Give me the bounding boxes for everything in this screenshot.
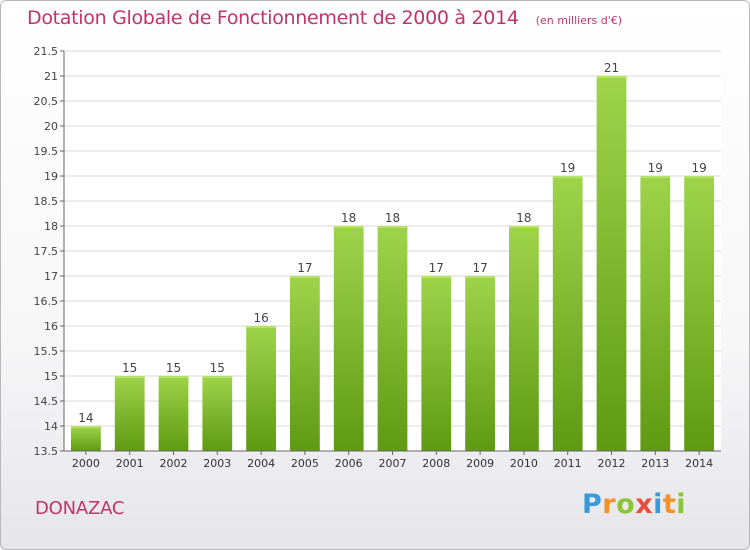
bar-top-edge bbox=[246, 326, 276, 328]
bar bbox=[158, 376, 189, 451]
proxiti-logo: Proxiti bbox=[582, 489, 686, 520]
y-tick-label: 14 bbox=[44, 420, 58, 433]
bar bbox=[290, 276, 320, 451]
y-tick-label: 18 bbox=[44, 220, 58, 233]
x-tick-label: 2004 bbox=[247, 457, 275, 470]
bar-top-edge bbox=[114, 376, 145, 378]
bar-top-edge bbox=[596, 76, 627, 78]
y-tick-label: 15 bbox=[44, 370, 58, 383]
bars: 14 15 15 15 16 17 18 18 17 17 18 19 21 19 19 bbox=[71, 61, 714, 451]
bar-top-edge bbox=[509, 226, 539, 228]
logo-letter: t bbox=[662, 489, 677, 520]
x-tick-label: 2006 bbox=[335, 457, 363, 470]
bar bbox=[509, 226, 539, 451]
bar bbox=[684, 176, 714, 451]
bar bbox=[596, 76, 627, 451]
chart-title: Dotation Globale de Fonctionnement de 20… bbox=[27, 7, 519, 29]
logo-letter: P bbox=[582, 489, 603, 520]
data-label: 21 bbox=[604, 61, 619, 75]
x-tick-label: 2009 bbox=[466, 457, 494, 470]
data-label: 15 bbox=[122, 361, 137, 375]
bar-top-edge bbox=[640, 176, 671, 178]
bar-top-edge bbox=[290, 276, 320, 278]
bar-top-edge bbox=[421, 276, 452, 278]
bar bbox=[202, 376, 233, 451]
x-tick-label: 2005 bbox=[291, 457, 319, 470]
data-label: 19 bbox=[691, 161, 706, 175]
y-tick-label: 17.5 bbox=[34, 245, 59, 258]
x-tick-label: 2014 bbox=[685, 457, 713, 470]
data-label: 16 bbox=[253, 311, 268, 325]
x-tick-label: 2008 bbox=[422, 457, 450, 470]
x-tick-label: 2013 bbox=[641, 457, 669, 470]
y-tick-label: 15.5 bbox=[34, 345, 59, 358]
chart-subtitle: (en milliers d'€) bbox=[535, 14, 623, 27]
y-tick-label: 16 bbox=[44, 320, 58, 333]
data-label: 18 bbox=[516, 211, 531, 225]
logo-letter: o bbox=[616, 489, 636, 520]
x-tick-label: 2003 bbox=[203, 457, 231, 470]
bar bbox=[246, 326, 276, 451]
x-axis: 2000 2001 2002 2003 2004 2005 2006 2007 2008 2009… bbox=[64, 450, 721, 470]
data-label: 15 bbox=[166, 361, 181, 375]
y-tick-label: 16.5 bbox=[34, 295, 59, 308]
y-tick-label: 20 bbox=[44, 120, 58, 133]
bar bbox=[114, 376, 145, 451]
bar-top-edge bbox=[71, 426, 101, 428]
data-label: 18 bbox=[341, 211, 356, 225]
bar bbox=[552, 176, 583, 451]
data-label: 17 bbox=[472, 261, 487, 275]
title-row: Dotation Globale de Fonctionnement de 20… bbox=[27, 7, 622, 29]
x-tick-label: 2000 bbox=[72, 457, 100, 470]
bar-top-edge bbox=[684, 176, 714, 178]
x-tick-label: 2010 bbox=[510, 457, 538, 470]
commune-name: DONAZAC bbox=[35, 498, 125, 519]
x-tick-label: 2002 bbox=[160, 457, 188, 470]
bar bbox=[333, 226, 364, 451]
data-label: 19 bbox=[648, 161, 663, 175]
bar-top-edge bbox=[333, 226, 364, 228]
data-label: 17 bbox=[429, 261, 444, 275]
logo-letter: r bbox=[602, 489, 617, 520]
x-tick-label: 2012 bbox=[598, 457, 626, 470]
bar-top-edge bbox=[202, 376, 233, 378]
bar bbox=[71, 426, 101, 451]
bar-top-edge bbox=[552, 176, 583, 178]
bar-top-edge bbox=[377, 226, 408, 228]
y-tick-label: 19 bbox=[44, 170, 58, 183]
bar bbox=[465, 276, 495, 451]
x-tick-label: 2007 bbox=[379, 457, 407, 470]
bar bbox=[640, 176, 671, 451]
logo-letter: i bbox=[653, 489, 663, 520]
y-tick-label: 13.5 bbox=[34, 445, 59, 458]
data-label: 14 bbox=[78, 411, 93, 425]
y-tick-label: 14.5 bbox=[34, 395, 59, 408]
y-tick-label: 21.5 bbox=[34, 45, 59, 58]
logo-letter: x bbox=[635, 489, 654, 520]
data-label: 15 bbox=[210, 361, 225, 375]
logo-letter: i bbox=[676, 489, 687, 520]
bar-top-edge bbox=[158, 376, 189, 378]
bar bbox=[421, 276, 452, 451]
y-tick-label: 17 bbox=[44, 270, 58, 283]
y-tick-label: 19.5 bbox=[34, 145, 59, 158]
y-tick-label: 18.5 bbox=[34, 195, 59, 208]
x-tick-label: 2001 bbox=[116, 457, 144, 470]
y-tick-label: 20.5 bbox=[34, 95, 59, 108]
data-label: 19 bbox=[560, 161, 575, 175]
x-tick-label: 2011 bbox=[554, 457, 582, 470]
y-tick-label: 21 bbox=[44, 70, 58, 83]
y-axis: 13.5 14 14.5 15 15.5 16 16.5 17 17.5 18 18.5 19 19.5… bbox=[34, 45, 65, 458]
bar bbox=[377, 226, 408, 451]
data-label: 17 bbox=[297, 261, 312, 275]
data-label: 18 bbox=[385, 211, 400, 225]
bar-top-edge bbox=[465, 276, 495, 278]
